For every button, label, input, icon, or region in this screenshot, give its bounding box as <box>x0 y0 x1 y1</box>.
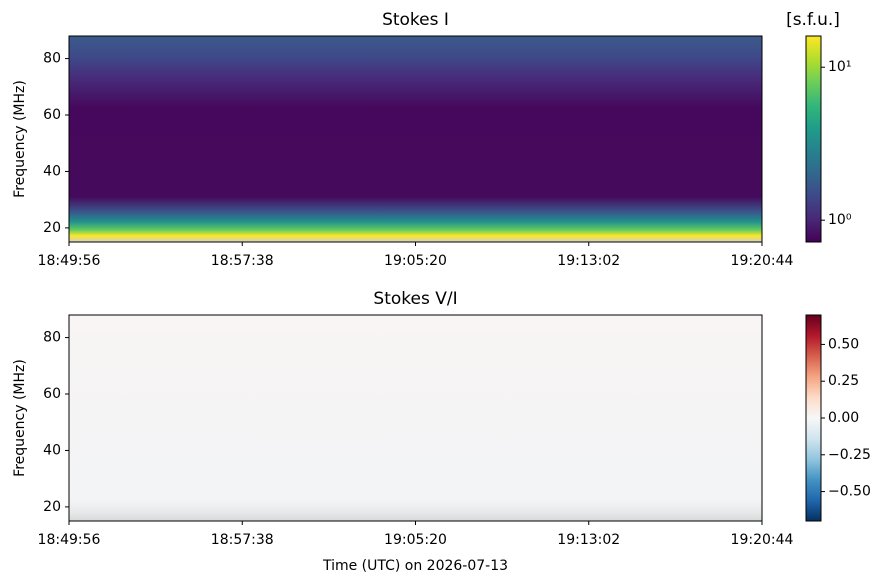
x-tick-label: 19:13:02 <box>557 253 620 269</box>
x-tick-label: 19:05:20 <box>384 253 447 269</box>
x-tick-label: 19:13:02 <box>557 532 620 548</box>
y-tick-label: 40 <box>43 442 61 458</box>
colorbar-tick-label: −0.50 <box>828 484 871 500</box>
colorbar <box>806 36 821 242</box>
y-axis-label: Frequency (MHz) <box>12 359 28 477</box>
colorbar <box>806 315 821 521</box>
y-tick-label: 60 <box>43 107 61 123</box>
x-axis-label: Time (UTC) on 2026-07-13 <box>322 558 508 574</box>
x-tick-label: 18:57:38 <box>211 253 274 269</box>
colorbar-tick-label: 10¹ <box>828 59 851 75</box>
chart-title: Stokes I <box>382 10 449 30</box>
heatmap-image <box>69 36 762 242</box>
y-tick-label: 60 <box>43 386 61 402</box>
colorbar-label: [s.f.u.] <box>786 10 840 30</box>
colorbar-tick-label: 0.00 <box>828 410 859 426</box>
x-tick-label: 18:57:38 <box>211 532 274 548</box>
y-tick-label: 20 <box>43 220 61 236</box>
x-tick-label: 19:20:44 <box>731 253 794 269</box>
y-tick-label: 40 <box>43 163 61 179</box>
x-tick-label: 19:20:44 <box>731 532 794 548</box>
y-tick-label: 20 <box>43 499 61 515</box>
colorbar-tick-label: 0.50 <box>828 336 859 352</box>
x-tick-label: 18:49:56 <box>38 532 101 548</box>
chart-title: Stokes V/I <box>373 289 457 309</box>
x-tick-label: 18:49:56 <box>38 253 101 269</box>
y-tick-label: 80 <box>43 51 61 67</box>
x-tick-label: 19:05:20 <box>384 532 447 548</box>
y-tick-label: 80 <box>43 330 61 346</box>
y-axis-label: Frequency (MHz) <box>12 80 28 198</box>
colorbar-tick-label: −0.25 <box>828 447 871 463</box>
colorbar-tick-label: 0.25 <box>828 373 859 389</box>
colorbar-frame <box>805 35 822 243</box>
heatmap-image <box>69 315 762 521</box>
colorbar-tick-label: 10⁰ <box>828 212 852 228</box>
